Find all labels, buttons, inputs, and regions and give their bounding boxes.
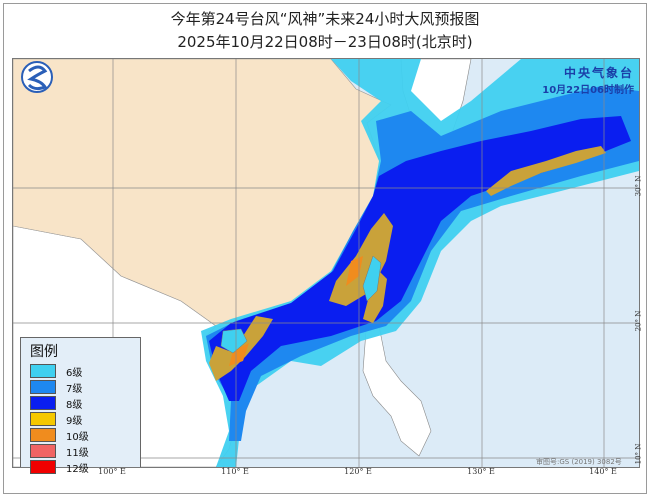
taiwan-island [362,255,382,302]
wind-level-10-area [229,256,363,366]
map-title: 今年第24号台风“风神”未来24小时大风预报图 [170,10,480,28]
lat-label: 30° N [634,175,643,197]
lat-label: 20° N [634,310,643,332]
legend-item: 7级 [30,379,140,395]
legend-item: 12级 [30,459,140,475]
lon-label: 140° E [589,467,617,476]
legend-item: 6级 [30,363,140,379]
wind-level-9-area-japan [486,146,606,196]
legend-item: 11级 [30,443,140,459]
map-subtitle: 2025年10月22日08时－23日08时(北京时) [177,33,473,51]
wind-level-8-area [209,116,631,401]
lon-label: 120° E [344,467,372,476]
legend-swatch [30,460,56,474]
legend-item: 10级 [30,427,140,443]
legend-title: 图例 [30,344,58,360]
map-svg [13,59,639,467]
legend-label: 9级 [66,415,83,427]
legend-item: 8级 [30,395,140,411]
issue-time: 10月22日06时制作 [542,85,634,96]
map-approval-number: 审图号:GS (2019) 3082号 [536,458,622,466]
wind-forecast-map [12,58,640,468]
legend-swatch [30,396,56,410]
lat-label: 10° N [634,443,643,465]
lon-label: 100° E [98,467,126,476]
lon-label: 110° E [221,467,249,476]
legend-swatch [30,380,56,394]
legend-swatch [30,428,56,442]
hainan-island [220,328,248,354]
legend-label: 7级 [66,383,83,395]
legend-label: 11级 [66,447,89,459]
legend-swatch [30,444,56,458]
legend-label: 10级 [66,431,89,443]
philippines-land [362,325,432,457]
legend-label: 8级 [66,399,83,411]
wind-level-9-area-east-taiwan [363,271,387,323]
legend-label: 6级 [66,367,83,379]
legend-label: 12级 [66,463,89,475]
legend-swatch [30,412,56,426]
agency-name: 中央气象台 [563,66,634,80]
legend: 图例 6级 7级 8级 9级 10级 11级 12级 [20,337,141,475]
cma-logo-icon [21,61,53,93]
legend-swatch [30,364,56,378]
legend-item: 9级 [30,411,140,427]
lon-label: 130° E [467,467,495,476]
agency-stamp: 中央气象台 10月22日06时制作 [542,64,634,96]
figure-frame [3,3,647,494]
